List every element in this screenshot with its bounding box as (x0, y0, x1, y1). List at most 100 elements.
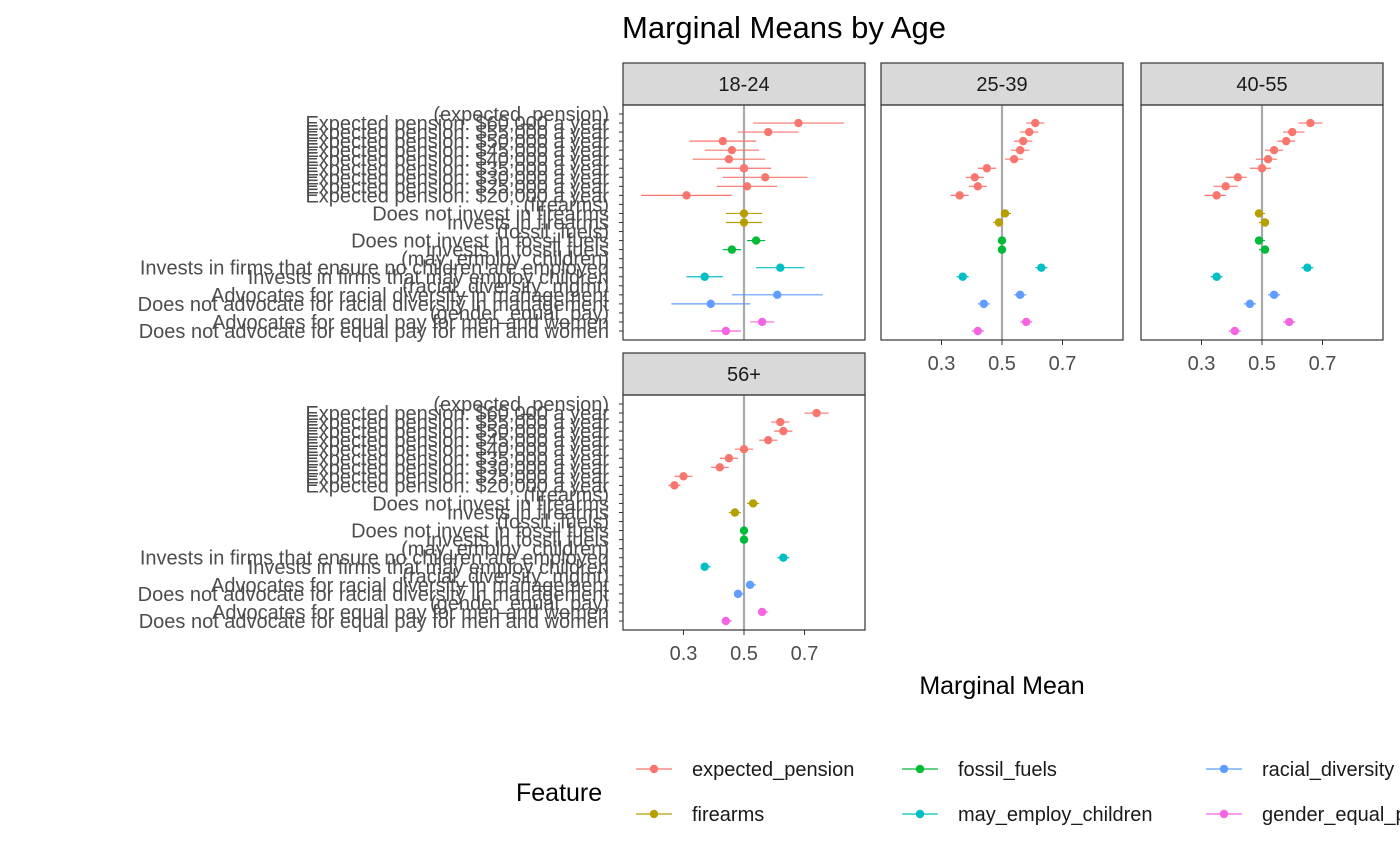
y-tick-label: (gender_equal_pay) (430, 593, 609, 615)
point-expected_pension (1221, 182, 1230, 191)
y-tick-label: Expected pension: $60,000 a year (305, 403, 609, 425)
point-firearms (730, 508, 740, 517)
point-gender_equal_pay (1285, 317, 1294, 327)
legend-key-point (915, 764, 925, 774)
y-tick-label: Expected pension: $55,000 a year (305, 122, 609, 144)
y-tick-label: Invests in firearms (447, 503, 609, 525)
y-tick-label: Does not advocate for racial diversity i… (138, 294, 610, 316)
facet-strip-label: 25-39 (976, 74, 1027, 96)
point-firearms (739, 209, 749, 218)
x-tick-label: 0.7 (1049, 353, 1077, 375)
point-expected_pension (760, 173, 770, 182)
y-tick-label: Invests in firms that ensure no children… (140, 548, 609, 570)
y-tick-label: Expected pension: $35,000 a year (305, 158, 609, 180)
facet-panel-56+: 56+(expected_pension)Expected pension: $… (138, 352, 866, 665)
y-tick-label: Invests in fossil fuels (426, 530, 609, 552)
legend-item-racial_diversity: racial_diversity (1206, 759, 1394, 781)
x-tick-label: 0.5 (1248, 353, 1276, 375)
x-tick-label: 0.3 (928, 353, 956, 375)
point-gender_equal_pay (973, 326, 982, 336)
point-fossil_fuels (739, 526, 749, 535)
point-expected_pension (764, 435, 773, 445)
facet-strip (622, 62, 866, 106)
point-firearms (748, 499, 758, 508)
point-fossil_fuels (1260, 245, 1270, 254)
y-tick-label: Expected pension: $40,000 a year (305, 149, 609, 171)
point-expected_pension (973, 182, 982, 191)
y-tick-label: Expected pension: $60,000 a year (305, 113, 609, 135)
point-expected_pension (1263, 155, 1273, 164)
point-firearms (739, 218, 749, 227)
point-gender_equal_pay (757, 607, 767, 617)
legend-item-fossil_fuels: fossil_fuels (902, 759, 1057, 781)
legend-label: may_employ_children (958, 804, 1153, 826)
point-racial_diversity (1015, 290, 1025, 300)
y-tick-label: Expected pension: $35,000 a year (305, 448, 609, 470)
legend-item-expected_pension: expected_pension (636, 759, 854, 781)
legend-label: firearms (692, 804, 764, 826)
y-tick-label: Does not invest in fossil fuels (351, 521, 609, 543)
point-may_employ_children (779, 553, 788, 562)
point-may_employ_children (700, 562, 709, 571)
y-tick-label: Expected pension: $45,000 a year (305, 430, 609, 452)
point-expected_pension (724, 155, 734, 164)
legend-item-firearms: firearms (636, 804, 764, 826)
point-may_employ_children (776, 263, 785, 272)
point-expected_pension (718, 136, 728, 146)
point-gender_equal_pay (1230, 326, 1239, 336)
point-expected_pension (764, 127, 773, 137)
point-racial_diversity (1245, 299, 1255, 309)
y-tick-label: Expected pension: $50,000 a year (305, 131, 609, 153)
point-fossil_fuels (997, 245, 1007, 254)
legend-key-point (649, 764, 659, 774)
x-axis-title: Marginal Mean (919, 672, 1084, 700)
y-tick-label: (gender_equal_pay) (430, 303, 609, 325)
point-expected_pension (670, 481, 679, 490)
point-expected_pension (1025, 127, 1034, 137)
facet-panels: 18-24(expected_pension)Expected pension:… (138, 62, 1384, 665)
facet-strip (1140, 62, 1384, 106)
point-fossil_fuels (997, 236, 1007, 245)
facet-panel-25-39: 25-39 0.3 0.5 0.7 (880, 62, 1124, 375)
legend-label: racial_diversity (1262, 759, 1394, 781)
y-tick-label: (expected_pension) (433, 104, 609, 126)
y-tick-label: Invests in fossil fuels (426, 240, 609, 262)
point-fossil_fuels (751, 236, 761, 245)
facet-panel-40-55: 40-55 0.3 0.5 0.7 (1140, 62, 1384, 375)
y-tick-label: (expected_pension) (433, 394, 609, 416)
y-tick-label: Invests in firms that may employ childre… (248, 267, 609, 289)
y-tick-label: Advocates for racial diversity in manage… (211, 575, 609, 597)
x-tick-label: 0.7 (1309, 353, 1337, 375)
point-gender_equal_pay (721, 326, 731, 336)
y-tick-label: (fossil_fuels) (497, 222, 609, 244)
legend-label: gender_equal_pay (1262, 804, 1400, 826)
y-tick-label: (may_employ_children) (401, 249, 609, 271)
point-fossil_fuels (739, 535, 749, 544)
point-expected_pension (739, 164, 749, 173)
point-expected_pension (1233, 173, 1243, 182)
y-tick-label: Expected pension: $50,000 a year (305, 421, 609, 443)
point-may_employ_children (1303, 263, 1312, 272)
point-expected_pension (1257, 164, 1267, 173)
y-tick-label: Advocates for equal pay for men and wome… (212, 312, 609, 334)
y-tick-label: Expected pension: $55,000 a year (305, 412, 609, 434)
legend-item-may_employ_children: may_employ_children (902, 804, 1153, 826)
y-tick-label: Expected pension: $25,000 a year (305, 466, 609, 488)
legend-key-point (649, 809, 659, 819)
y-tick-label: Invests in firms that may employ childre… (248, 557, 609, 579)
point-expected_pension (794, 118, 803, 128)
point-expected_pension (1306, 118, 1315, 128)
y-tick-label: Expected pension: $20,000 a year (305, 475, 609, 497)
legend-key-point (915, 809, 925, 819)
point-may_employ_children (1037, 263, 1046, 272)
y-tick-label: Expected pension: $45,000 a year (305, 140, 609, 162)
point-racial_diversity (1269, 290, 1279, 300)
point-expected_pension (1015, 145, 1025, 155)
point-firearms (994, 218, 1004, 227)
y-tick-label: Expected pension: $40,000 a year (305, 439, 609, 461)
point-expected_pension (1288, 127, 1297, 137)
point-fossil_fuels (727, 245, 737, 254)
facet-strip-label: 40-55 (1236, 74, 1287, 96)
point-may_employ_children (958, 272, 967, 281)
point-expected_pension (812, 408, 821, 418)
